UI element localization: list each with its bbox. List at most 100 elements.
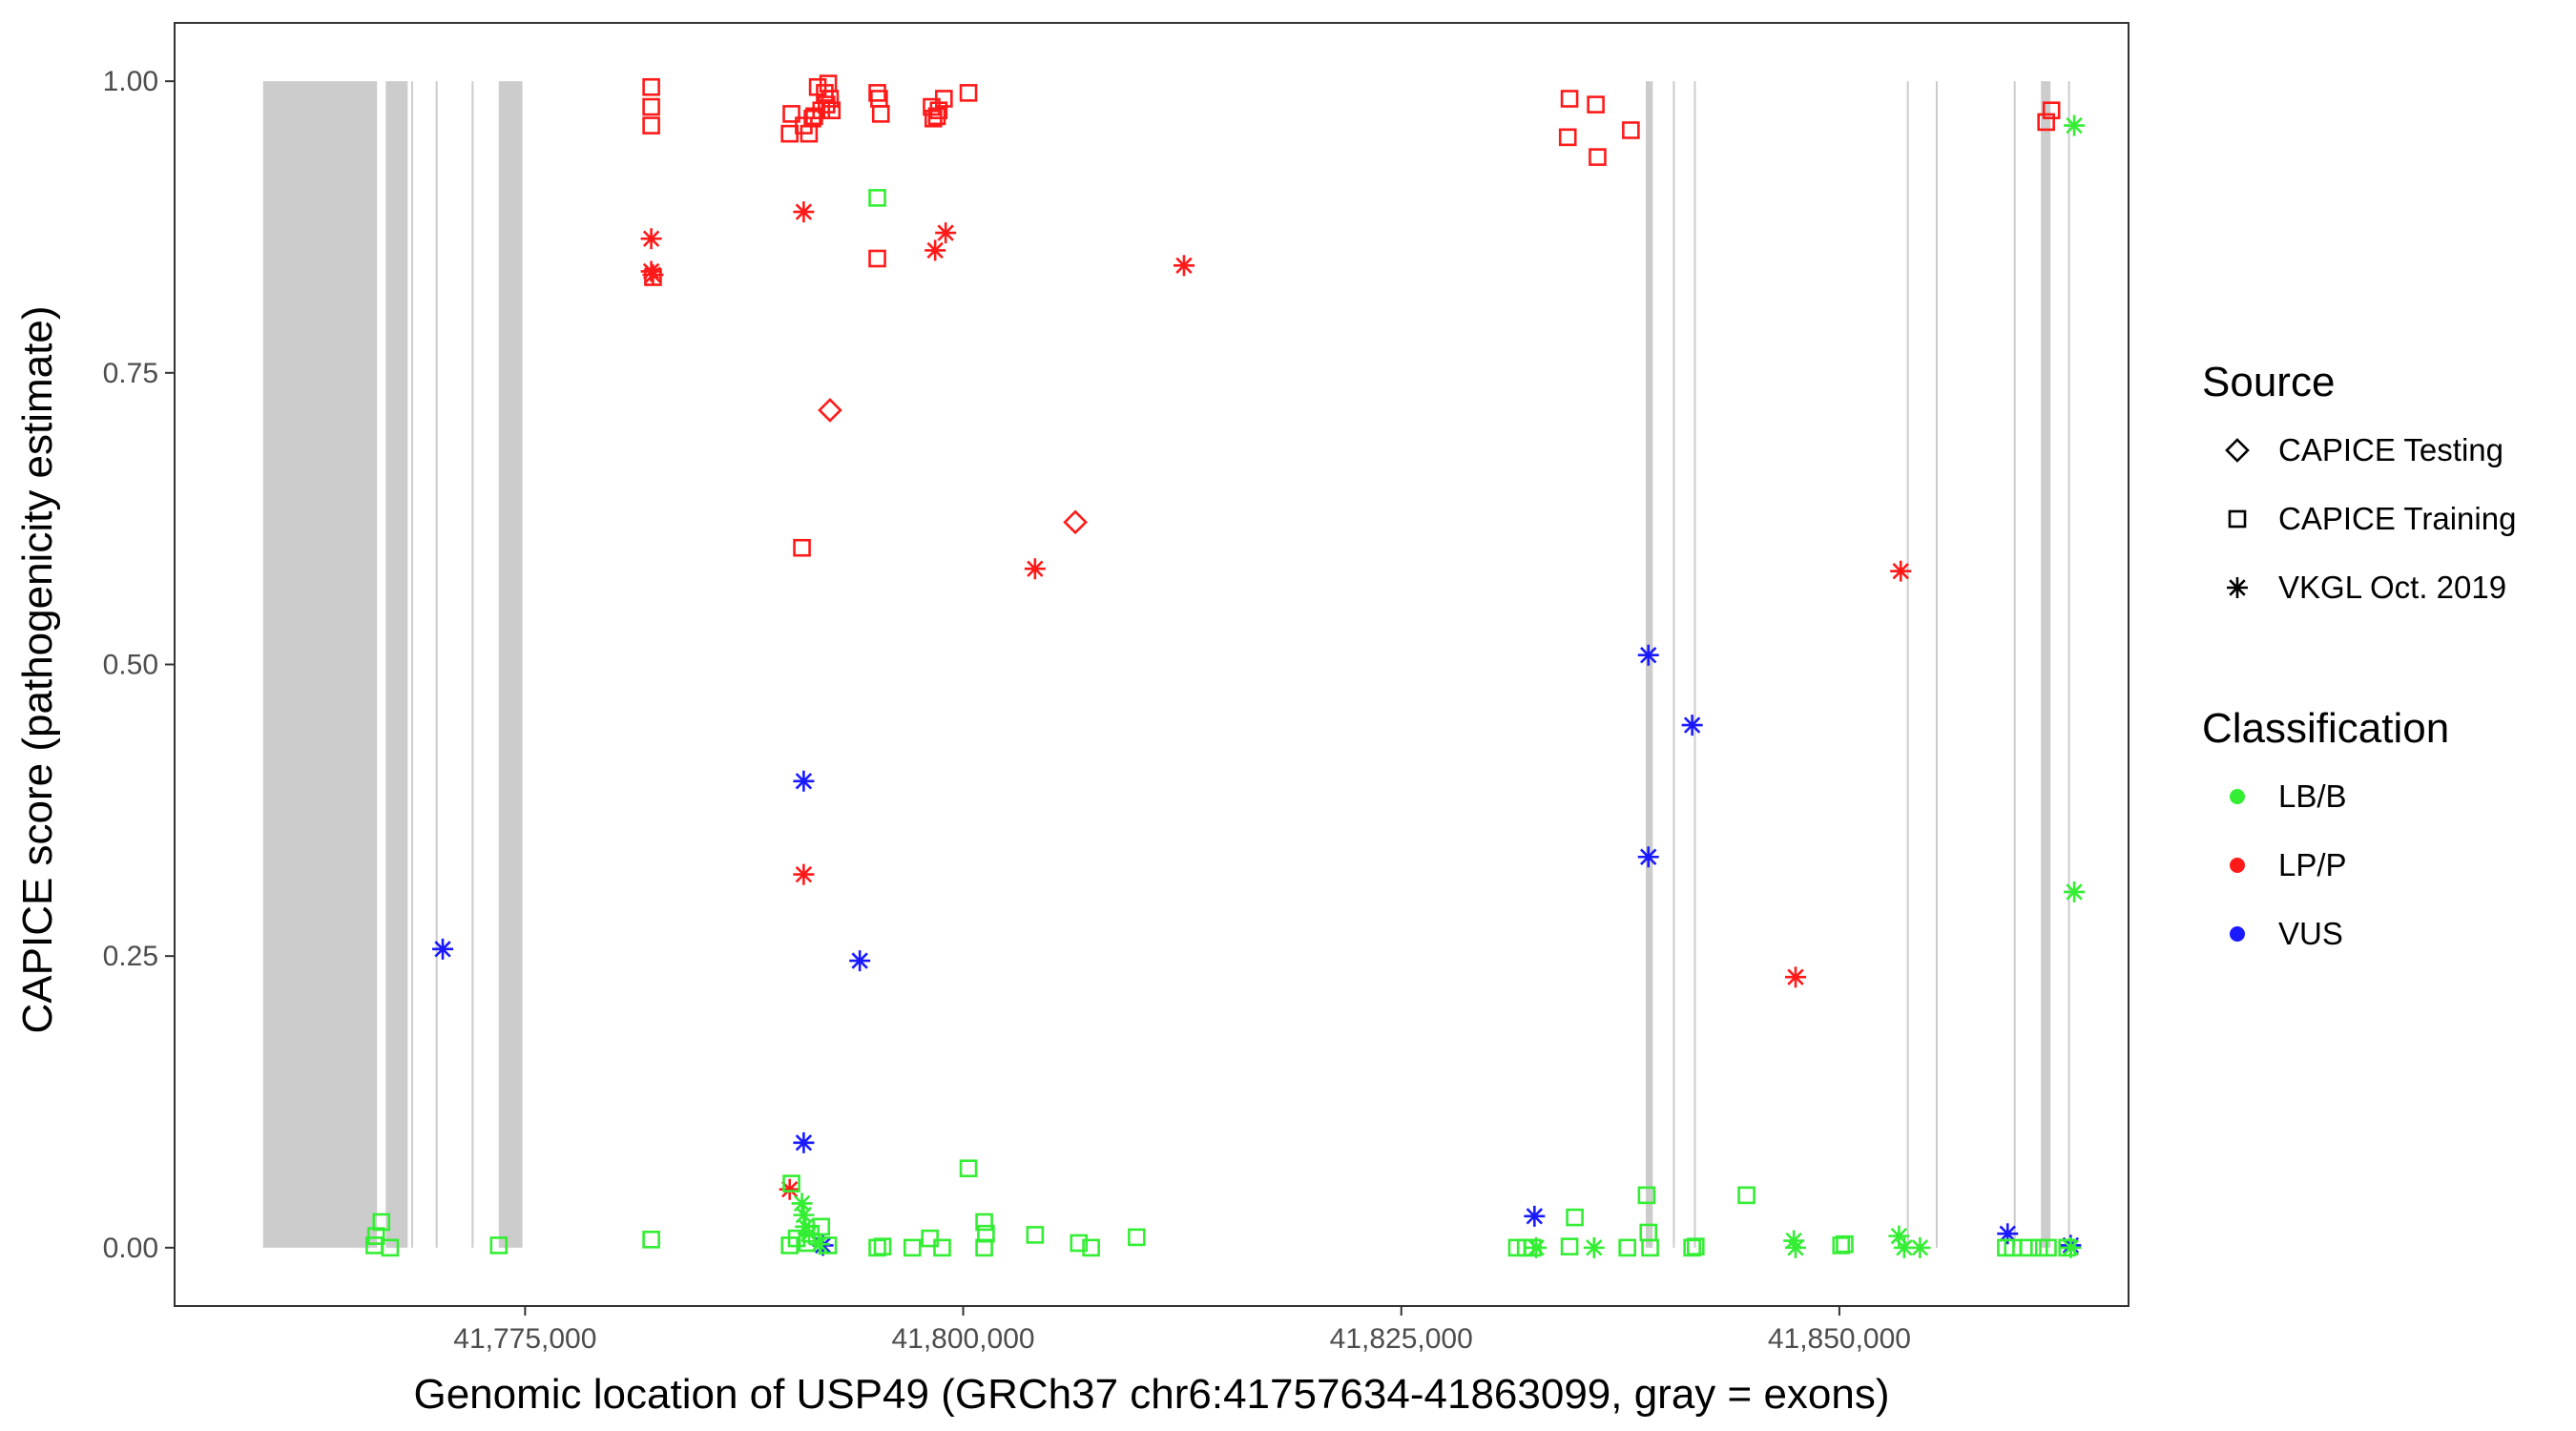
point-asterisk-lpp [779, 1178, 800, 1200]
point-square-lbb [2039, 1238, 2057, 1257]
point-square-lbb [366, 1227, 385, 1245]
point-square-lbb [1128, 1228, 1146, 1247]
point-asterisk-vus [1997, 1223, 2019, 1245]
point-asterisk-vus [432, 938, 454, 960]
point-square-lbb [489, 1236, 509, 1255]
point-square-lpp [1622, 121, 1640, 139]
point-asterisk-vus [1637, 644, 1659, 666]
point-square-lbb [1641, 1238, 1659, 1257]
point-asterisk-vus [849, 950, 871, 972]
point-square-lpp [1587, 95, 1605, 114]
exon-band-10 [1906, 81, 1909, 1248]
point-asterisk-vus [1524, 1205, 1546, 1227]
x-tick-label: 41,800,000 [891, 1323, 1034, 1355]
point-square-lbb [782, 1174, 800, 1192]
legend-label-vus: VUS [2278, 916, 2343, 951]
exon-band-1 [262, 81, 378, 1248]
point-asterisk-lbb [793, 1204, 815, 1226]
legend-key-diamond [2225, 438, 2250, 463]
point-square-lbb [1618, 1238, 1636, 1257]
point-square-lpp [642, 97, 660, 116]
point-square-lpp [821, 90, 840, 108]
point-asterisk-lbb [798, 1223, 820, 1245]
exon-band-2 [385, 81, 408, 1248]
point-square-lpp [2037, 113, 2055, 132]
point-asterisk-lpp [1173, 255, 1195, 277]
point-square-lpp [817, 95, 836, 114]
point-asterisk-lpp [1890, 560, 1912, 582]
point-square-lpp [929, 101, 948, 120]
point-square-lbb [975, 1238, 993, 1257]
point-asterisk-lbb [791, 1192, 813, 1214]
x-tick-label: 41,775,000 [453, 1323, 596, 1355]
point-square-lbb [1082, 1238, 1100, 1257]
exon-band-13 [2041, 81, 2051, 1248]
legend-classification-title: Classification [2202, 705, 2449, 752]
legend-label-capice-testing: CAPICE Testing [2278, 432, 2503, 467]
point-asterisk-lbb [2064, 114, 2086, 136]
legend-label-capice-training: CAPICE Training [2278, 501, 2516, 536]
point-square-lbb [1070, 1234, 1089, 1253]
point-square-lpp [642, 116, 660, 135]
exon-band-5 [471, 81, 474, 1248]
point-asterisk-lbb [1785, 1236, 1807, 1258]
exon-band-4 [435, 81, 438, 1248]
point-asterisk-lbb [1583, 1236, 1605, 1258]
point-square-lbb [903, 1238, 922, 1257]
exon-bands [262, 81, 2070, 1248]
legend: Source CAPICE Testing CAPICE Training VK… [2202, 359, 2516, 951]
point-square-lpp [816, 84, 834, 102]
legend-key-asterisk [2227, 577, 2248, 598]
legend-key-vus [2230, 926, 2245, 942]
data-points [365, 74, 2086, 1258]
point-square-lpp [642, 77, 660, 96]
x-axis-title: Genomic location of USP49 (GRCh37 chr6:4… [413, 1371, 1889, 1418]
exon-band-12 [2013, 81, 2016, 1248]
point-square-lbb [1836, 1234, 1854, 1254]
point-asterisk-lbb [1526, 1236, 1548, 1258]
point-square-lbb [642, 1231, 660, 1249]
point-square-lpp [935, 90, 953, 108]
point-asterisk-lbb [1893, 1236, 1915, 1258]
point-square-lbb [977, 1224, 995, 1243]
point-square-lpp [1589, 148, 1607, 166]
exon-band-9 [1693, 81, 1696, 1248]
point-square-lpp [927, 107, 946, 126]
point-asterisk-lbb [1888, 1225, 1910, 1247]
x-tick-label: 41,825,000 [1330, 1323, 1473, 1355]
y-tick-label: 1.00 [103, 66, 158, 97]
legend-key-lbb [2230, 789, 2245, 804]
point-square-lbb [921, 1229, 939, 1248]
x-tick-label: 41,850,000 [1768, 1323, 1911, 1355]
legend-key-square [2228, 509, 2247, 529]
point-asterisk-lpp [793, 863, 815, 885]
point-square-lpp [868, 84, 886, 102]
y-tick-label: 0.00 [103, 1233, 158, 1264]
point-asterisk-vus [793, 770, 815, 792]
point-square-lbb [959, 1159, 978, 1178]
point-asterisk-vus [793, 1131, 815, 1153]
point-asterisk-lpp [924, 239, 946, 261]
point-square-lpp [868, 249, 886, 268]
point-square-lpp [871, 105, 890, 123]
point-asterisk-lbb [2060, 1236, 2082, 1258]
point-square-lpp [793, 538, 811, 557]
legend-label-lbb: LB/B [2278, 778, 2347, 814]
point-square-lbb [1687, 1237, 1705, 1255]
legend-label-vkgl: VKGL Oct. 2019 [2278, 570, 2506, 605]
legend-source-keys [2225, 438, 2250, 598]
point-asterisk-lbb [2064, 881, 2086, 902]
point-asterisk-lbb [795, 1215, 817, 1237]
point-asterisk-lpp [1024, 558, 1046, 580]
exon-band-14 [2067, 81, 2070, 1248]
y-tick-label: 0.75 [103, 358, 158, 389]
legend-source-title: Source [2202, 359, 2335, 405]
point-asterisk-lpp [793, 201, 815, 223]
exon-band-6 [498, 81, 523, 1248]
point-diamond-lpp [1063, 509, 1088, 535]
point-asterisk-lbb [1909, 1236, 1931, 1258]
point-square-lbb [933, 1238, 951, 1257]
point-square-lbb [868, 189, 886, 207]
